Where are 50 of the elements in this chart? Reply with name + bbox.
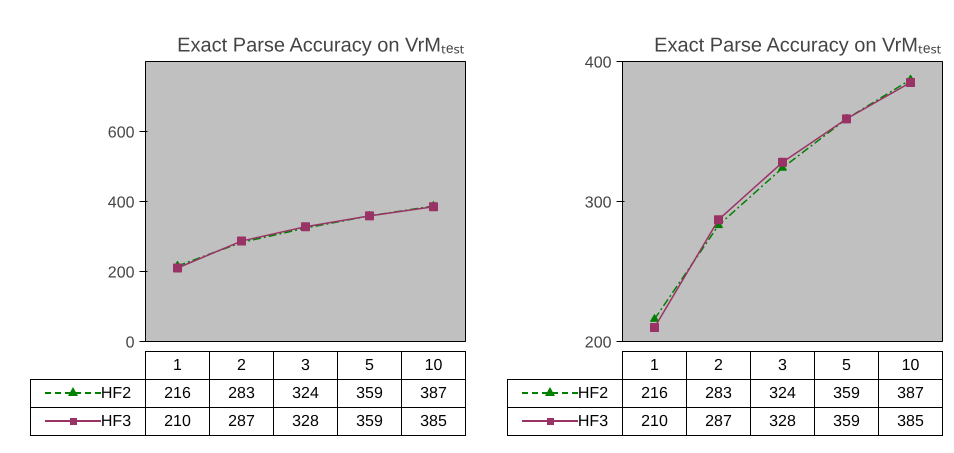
category-label: 5 — [365, 356, 374, 374]
data-label: 328 — [750, 408, 814, 436]
point — [714, 215, 723, 224]
data-label: 387 — [402, 380, 466, 408]
point — [650, 314, 659, 322]
category-label: 1 — [650, 356, 659, 374]
y-tick-label: 400 — [584, 54, 612, 72]
y-tick-label: 0 — [126, 334, 135, 352]
y-tick-label: 200 — [108, 264, 135, 282]
data-label: 283 — [686, 380, 750, 408]
chart-title: Exact Parse Accuracy on VrMₜₑₛₜ — [177, 34, 464, 56]
legend-label: HF2 — [578, 384, 608, 402]
data-label: 359 — [338, 380, 402, 408]
data-label: 216 — [622, 380, 686, 408]
category-label: 3 — [778, 356, 787, 374]
data-label: 328 — [274, 408, 338, 436]
data-label: 324 — [274, 380, 338, 408]
legend-label: HF3 — [100, 412, 132, 430]
y-tick-label: 200 — [584, 334, 612, 352]
category-label: 5 — [842, 356, 851, 374]
y-tick-label: 400 — [108, 194, 135, 212]
data-label: 359 — [338, 408, 402, 436]
category-label: 10 — [902, 356, 920, 374]
category-label: 2 — [237, 356, 246, 374]
data-label: 216 — [146, 380, 210, 408]
category-label: 2 — [714, 356, 723, 374]
legend-label: HF2 — [100, 384, 132, 402]
data-label: 385 — [878, 408, 942, 436]
point — [173, 264, 182, 272]
legend-label: HF3 — [578, 412, 608, 430]
data-label: 359 — [814, 408, 878, 436]
chart-title: Exact Parse Accuracy on VrMₜₑₛₜ — [654, 34, 942, 56]
category-label: 1 — [173, 356, 182, 374]
category-label: 3 — [301, 356, 310, 374]
data-label: 210 — [146, 408, 210, 436]
data-label: 287 — [210, 408, 274, 436]
point — [906, 78, 915, 87]
y-tick-label: 600 — [108, 124, 135, 142]
y-tick-label: 300 — [584, 194, 612, 212]
data-label: 385 — [402, 408, 466, 436]
data-label: 287 — [686, 408, 750, 436]
data-label: 210 — [622, 408, 686, 436]
point — [650, 323, 659, 332]
data-label: 387 — [878, 380, 942, 408]
data-label: 324 — [750, 380, 814, 408]
data-label: 359 — [814, 380, 878, 408]
point — [429, 202, 438, 212]
category-label: 10 — [424, 356, 442, 374]
point — [778, 158, 787, 167]
data-label: 283 — [210, 380, 274, 408]
